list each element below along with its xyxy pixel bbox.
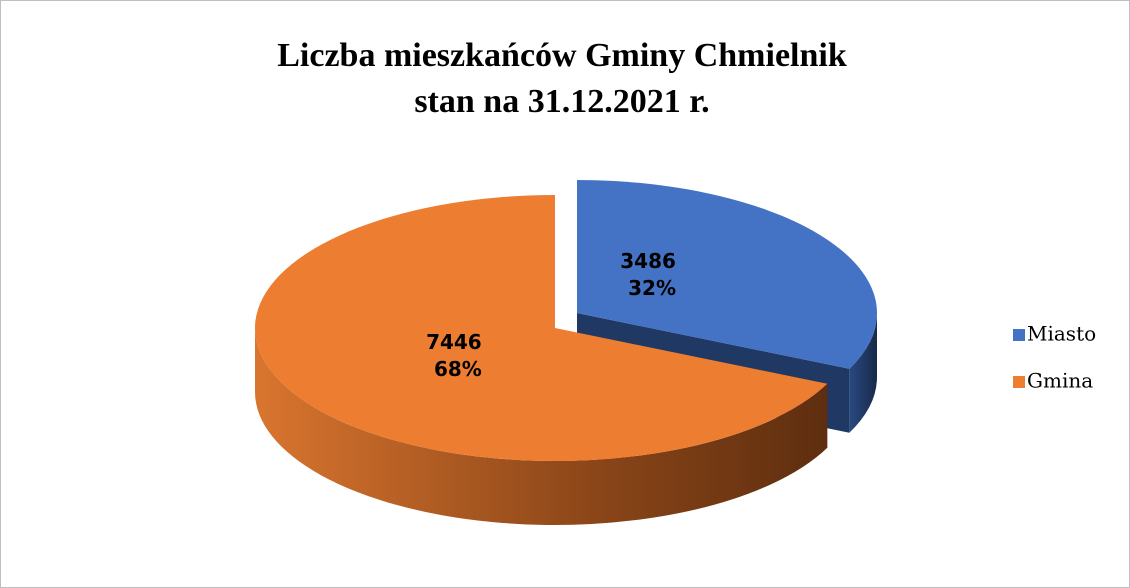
slice-side bbox=[849, 313, 877, 433]
percent-label: 68% bbox=[434, 357, 482, 381]
legend-label: Gmina bbox=[1027, 369, 1093, 393]
chart-subtitle: stan na 31.12.2021 r. bbox=[414, 83, 709, 120]
chart-title: Liczba mieszkańców Gminy Chmielnik bbox=[277, 37, 847, 74]
pie: 3486 32% 7446 68% bbox=[254, 180, 877, 525]
legend-swatch bbox=[1013, 329, 1025, 341]
slice bbox=[254, 195, 828, 461]
percent-label: 32% bbox=[628, 276, 676, 300]
data-label: 3486 bbox=[620, 249, 676, 273]
legend: Miasto Gmina bbox=[1013, 322, 1096, 393]
slice-side bbox=[255, 328, 828, 525]
slice bbox=[577, 180, 877, 369]
legend-swatch bbox=[1013, 376, 1025, 388]
data-label: 7446 bbox=[426, 330, 482, 354]
legend-label: Miasto bbox=[1027, 322, 1096, 346]
